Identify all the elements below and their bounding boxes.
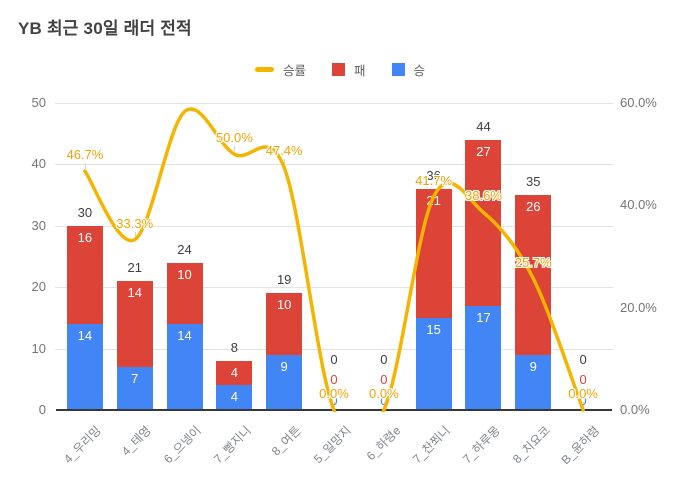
bar-value-label: 4 (230, 364, 238, 380)
winrate-label: 33.3% (116, 215, 154, 231)
legend-label-win: 승 (413, 64, 426, 78)
bar-segment-loss[interactable] (166, 262, 203, 325)
bar-value-label: 14 (177, 328, 192, 344)
legend: 승률 패 승 (0, 60, 680, 79)
bar-segment-loss[interactable] (266, 293, 303, 355)
bar-value-label: 16 (77, 229, 93, 245)
y-axis-left-tick-label: 50 (31, 95, 46, 110)
y-axis-right-tick-label: 20.0% (620, 299, 657, 315)
annotation-stem (84, 163, 86, 170)
bar-segment-win[interactable] (465, 305, 502, 410)
bar-value-label: 0 (579, 372, 587, 387)
winrate-label: 41.7% (415, 172, 453, 188)
bar-segment-loss[interactable] (66, 225, 103, 325)
bar-value-label: 0 (579, 393, 587, 408)
bar-segment-win[interactable] (415, 317, 452, 410)
bar-segment-loss[interactable] (216, 360, 253, 386)
bar-total-label: 35 (526, 174, 541, 190)
legend-item-winrate: 승률 (254, 60, 306, 79)
gridline (55, 225, 613, 227)
y-axis-left-tick-label: 10 (31, 340, 46, 356)
legend-label-winrate: 승률 (282, 64, 306, 78)
y-axis-left-tick-label: 40 (31, 156, 46, 172)
bar-segment-win[interactable] (216, 385, 253, 410)
winrate-label: 46.7% (66, 147, 104, 163)
bar-total-label: 36 (426, 167, 441, 183)
gridline (55, 287, 613, 289)
bar-value-label: 4 (230, 389, 238, 405)
bar-segment-win[interactable] (166, 324, 203, 410)
annotation-stem (583, 402, 585, 408)
annotation-stem (284, 159, 286, 166)
winrate-label: 50.0% (215, 130, 253, 146)
bar-value-label: 10 (177, 266, 192, 282)
bar-value-label: 0 (330, 372, 338, 387)
y-axis-left-tick-label: 0 (38, 402, 46, 417)
annotation-stem (134, 231, 136, 238)
bar-total-label: 21 (127, 260, 142, 276)
bar-value-label: 7 (131, 371, 139, 387)
bar-total-label: 24 (177, 241, 192, 257)
bar-value-label: 14 (77, 328, 93, 344)
y-axis-left-tick-label: 30 (31, 217, 46, 233)
bar-total-label: 44 (476, 118, 491, 134)
bar-value-label: 27 (476, 143, 491, 159)
bar-segment-loss[interactable] (116, 281, 153, 367)
bar-value-label: 0 (330, 393, 338, 408)
bar-value-label: 14 (127, 285, 142, 301)
y-axis-left-tick-label: 20 (31, 279, 46, 295)
annotation-stem (334, 402, 335, 408)
y-axis-right-tick-label: 0.0% (620, 402, 650, 417)
bar-value-label: 17 (476, 309, 491, 325)
bar-segment-win[interactable] (116, 367, 153, 410)
bar-value-label: 9 (529, 358, 537, 374)
gridline (55, 103, 613, 104)
winrate-label: 38.6% (465, 188, 502, 204)
bar-total-label: 19 (276, 272, 292, 288)
bar-segment-loss[interactable] (415, 188, 452, 318)
bar-total-label: 0 (330, 352, 338, 367)
legend-item-loss: 패 (331, 60, 366, 79)
winrate-label: 25.7% (514, 254, 552, 270)
bar-segment-win[interactable] (515, 354, 552, 410)
bar-value-label: 0 (380, 372, 388, 387)
loss-color-swatch (331, 63, 345, 76)
legend-item-win: 승 (391, 60, 426, 79)
y-axis-right-tick-label: 60.0% (620, 95, 657, 110)
bar-total-label: 30 (77, 204, 93, 220)
y-axis-right-tick-label: 40.0% (620, 197, 657, 213)
bar-segment-win[interactable] (266, 354, 303, 410)
gridline (55, 164, 613, 166)
winrate-label: 0.0% (568, 386, 598, 401)
legend-label-loss: 패 (353, 64, 366, 78)
winrate-line-swatch (254, 67, 274, 72)
gridline (55, 348, 613, 350)
winrate-label: 47.4% (265, 143, 303, 159)
bar-total-label: 0 (579, 352, 587, 367)
winrate-label: 0.0% (319, 386, 349, 401)
bar-value-label: 0 (380, 393, 388, 408)
bar-total-label: 0 (380, 352, 388, 367)
winrate-label: 0.0% (368, 386, 399, 401)
bar-value-label: 10 (276, 297, 292, 313)
winrate-line[interactable] (83, 107, 585, 438)
bar-segment-win[interactable] (66, 324, 103, 410)
chart-title: YB 최근 30일 래더 전적 (18, 19, 192, 38)
bar-value-label: 26 (526, 199, 541, 215)
bar-value-label: 15 (426, 321, 441, 337)
annotation-stem (234, 146, 236, 153)
bar-total-label: 8 (230, 339, 238, 355)
win-color-swatch (391, 63, 405, 76)
bar-value-label: 9 (280, 358, 288, 374)
